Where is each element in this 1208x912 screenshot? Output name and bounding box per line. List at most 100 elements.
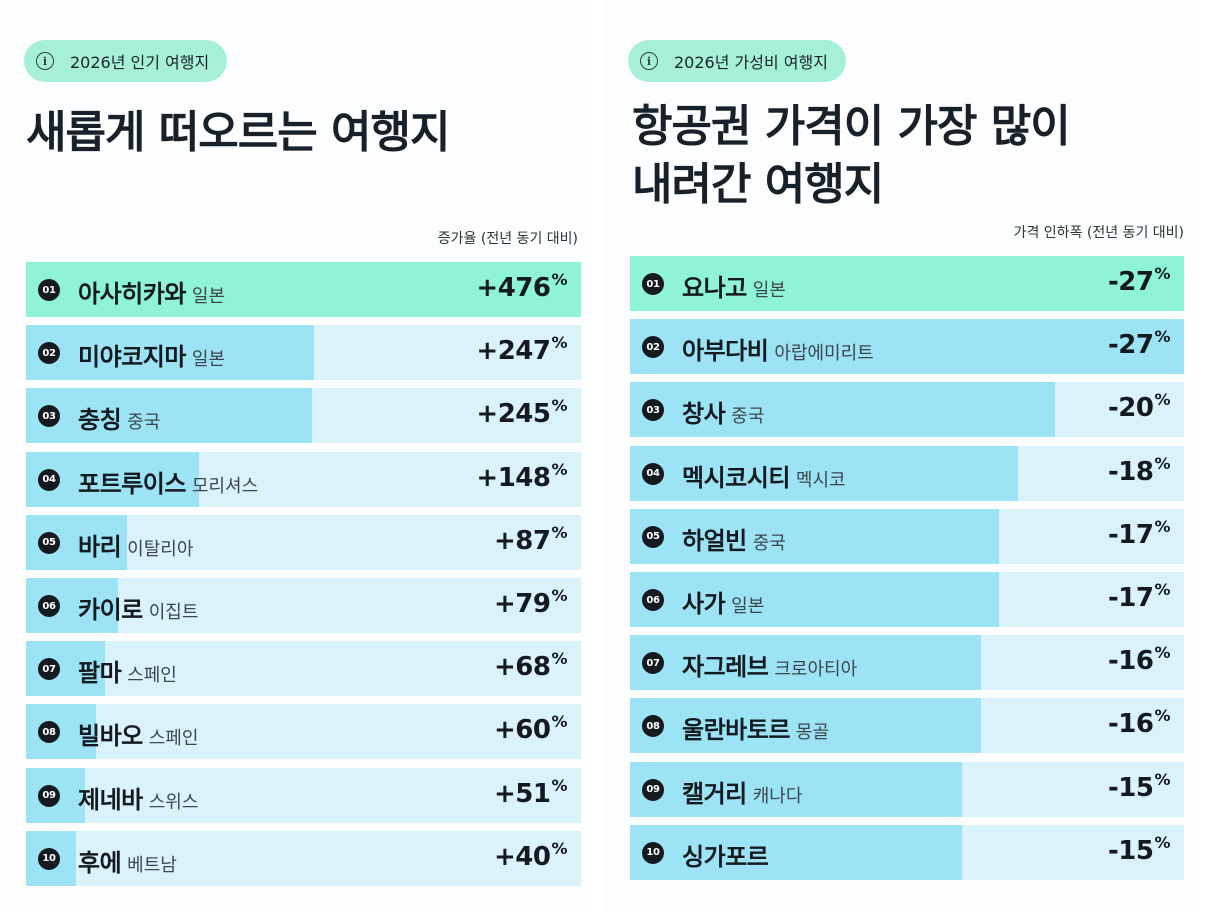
value-label: +247% — [476, 333, 567, 366]
left-panel: i 2026년 인기 여행지 새롭게 떠오르는 여행지 증가율 (전년 동기 대… — [0, 0, 590, 912]
value-unit: % — [551, 775, 567, 795]
value-label: -15% — [1107, 833, 1171, 866]
bar-list: 01 요나고 일본 -27% 02 아부다비 아랍에미리트 -27% 03 창사 중국 -20% 04 멕… — [630, 256, 1184, 886]
value-unit: % — [1154, 706, 1170, 726]
city-label: 요나고 — [682, 274, 747, 302]
bar — [630, 508, 1000, 564]
rank-badge: 04 — [642, 462, 664, 485]
destination-name: 아부다비 아랍에미리트 — [682, 331, 874, 366]
city-label: 아사히카와 — [78, 280, 186, 308]
bar-row: 10 싱가포르 -15% — [630, 824, 1184, 880]
destination-name: 캘거리 캐나다 — [682, 774, 802, 809]
value-label: +87% — [494, 523, 567, 556]
value-unit: % — [1154, 769, 1170, 789]
value-unit: % — [551, 270, 567, 289]
value-unit: % — [551, 649, 567, 669]
destination-name: 사가 일본 — [682, 584, 764, 619]
destination-name: 아사히카와 일본 — [78, 274, 225, 309]
value-number: +40 — [494, 841, 551, 872]
category-tag-label: 2026년 인기 여행지 — [70, 53, 210, 72]
destination-name: 바리 이탈리아 — [78, 527, 193, 562]
value-label: +51% — [494, 776, 567, 809]
bar-row: 01 아사히카와 일본 +476% — [26, 262, 581, 317]
chart-title: 항공권 가격이 가장 많이 내려간 여행지 — [632, 98, 1071, 214]
city-label: 카이로 — [78, 596, 143, 624]
city-label: 바리 — [78, 532, 122, 561]
category-tag-label: 2026년 가성비 여행지 — [674, 53, 828, 72]
bar — [26, 325, 314, 381]
value-label: -27% — [1107, 327, 1171, 361]
country-label: 일본 — [752, 280, 786, 301]
rank-badge: 07 — [642, 652, 664, 675]
destination-name: 후에 베트남 — [78, 843, 177, 878]
value-number: -18 — [1107, 456, 1154, 487]
value-number: +79 — [494, 589, 551, 619]
value-number: -15 — [1107, 835, 1154, 866]
value-label: +245% — [476, 396, 567, 429]
bar-row: 02 미야코지마 일본 +247% — [26, 325, 581, 381]
city-label: 창사 — [682, 400, 726, 429]
value-label: -17% — [1108, 516, 1171, 550]
bar-row: 05 하얼빈 중국 -17% — [630, 508, 1184, 564]
value-unit: % — [551, 838, 567, 858]
rank-badge: 05 — [38, 531, 60, 554]
bar — [26, 262, 581, 317]
bar-row: 07 자그레브 크로아티아 -16% — [630, 635, 1184, 691]
info-icon: i — [36, 52, 54, 70]
country-label: 중국 — [752, 532, 786, 554]
bar-row: 04 멕시코시티 멕시코 -18% — [630, 445, 1184, 501]
bar — [630, 445, 1018, 501]
category-tag: i 2026년 가성비 여행지 — [628, 40, 846, 82]
value-number: -16 — [1107, 646, 1154, 677]
city-label: 제네바 — [78, 785, 143, 814]
value-number: +148 — [476, 462, 551, 493]
city-label: 자그레브 — [682, 653, 769, 682]
city-label: 울란바토르 — [682, 716, 790, 745]
value-number: +247 — [476, 336, 551, 367]
city-label: 아부다비 — [682, 337, 769, 366]
chart-title-line-1: 항공권 가격이 가장 많이 — [632, 101, 1071, 152]
destination-name: 충칭 중국 — [78, 400, 160, 435]
bar — [26, 388, 312, 444]
bar-row: 02 아부다비 아랍에미리트 -27% — [630, 319, 1184, 375]
country-label: 중국 — [731, 406, 765, 428]
destination-name: 포트루이스 모리셔스 — [78, 464, 258, 499]
value-label: -16% — [1108, 706, 1171, 739]
city-label: 싱가포르 — [682, 842, 769, 871]
bar-row: 01 요나고 일본 -27% — [630, 256, 1184, 311]
rank-badge: 08 — [642, 715, 664, 738]
bar-row: 08 울란바토르 몽골 -16% — [630, 698, 1184, 754]
rank-badge: 01 — [38, 279, 60, 301]
destination-name: 요나고 일본 — [682, 268, 786, 303]
value-unit: % — [1154, 643, 1170, 663]
city-label: 포트루이스 — [78, 469, 186, 498]
value-number: -27 — [1107, 330, 1154, 361]
destination-name: 빌바오 스페인 — [78, 716, 198, 751]
bar-row: 07 팔마 스페인 +68% — [26, 641, 581, 697]
value-number: -15 — [1107, 772, 1154, 803]
bar-list: 01 아사히카와 일본 +476% 02 미야코지마 일본 +247% 03 충칭 중국 +245% 0… — [26, 262, 581, 892]
axis-caption: 증가율 (전년 동기 대비) — [437, 231, 578, 247]
value-number: -20 — [1107, 393, 1154, 424]
country-label: 아랍에미리트 — [774, 343, 874, 365]
rank-badge: 02 — [642, 336, 664, 359]
country-label: 멕시코 — [795, 469, 846, 491]
country-label: 캐나다 — [752, 785, 803, 807]
destination-name: 자그레브 크로아티아 — [682, 647, 857, 682]
value-number: -17 — [1107, 583, 1154, 613]
bar-row: 06 사가 일본 -17% — [630, 572, 1184, 627]
destination-name: 창사 중국 — [682, 394, 764, 429]
country-label: 모리셔스 — [191, 475, 259, 497]
value-label: -27% — [1108, 264, 1171, 297]
axis-caption: 가격 인하폭 (전년 동기 대비) — [1013, 225, 1184, 241]
value-label: -18% — [1107, 454, 1171, 487]
bar — [630, 761, 963, 817]
value-unit: % — [1154, 516, 1170, 536]
rank-badge: 03 — [642, 399, 664, 422]
value-unit: % — [1154, 327, 1170, 347]
bar-row: 03 창사 중국 -20% — [630, 382, 1184, 438]
value-unit: % — [551, 712, 567, 732]
city-label: 미야코지마 — [78, 343, 186, 372]
city-label: 사가 — [682, 590, 726, 618]
city-label: 후에 — [78, 848, 122, 877]
